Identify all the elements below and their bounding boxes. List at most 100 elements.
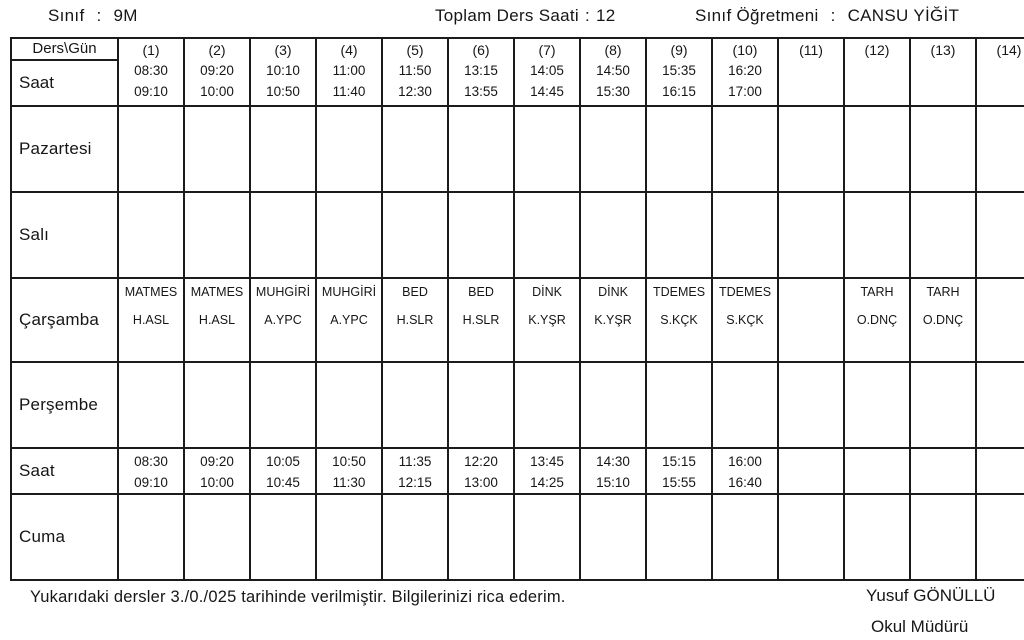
schedule-cell (119, 495, 185, 579)
corner-column: Ders\Gün Saat (12, 39, 119, 105)
schedule-cell (449, 363, 515, 447)
schedule-cell (185, 193, 251, 277)
schedule-cell (779, 449, 845, 493)
period-header-cell: (9) 15:35 16:15 (647, 39, 713, 105)
schedule-cell (515, 495, 581, 579)
day-label: Salı (12, 193, 119, 277)
class-teacher-value: CANSU YİĞİT (847, 6, 960, 25)
period-start-time: 09:20 (200, 63, 234, 78)
signature-title: Okul Müdürü (871, 617, 969, 636)
period-number: (4) (340, 42, 358, 58)
time-end: 10:00 (200, 475, 234, 490)
class-teacher-field: Sınıf Öğretmeni: CANSU YİĞİT (695, 6, 959, 26)
period-start-time: 08:30 (134, 63, 168, 78)
day-label: Pazartesi (12, 107, 119, 191)
schedule-cell: 08:30 09:10 (119, 449, 185, 493)
time-start: 12:20 (464, 454, 498, 469)
period-start-time: 11:50 (398, 63, 432, 78)
schedule-cell: DİNK K.YŞR (581, 279, 647, 361)
class-value: 9M (113, 6, 138, 25)
time-start: 10:50 (332, 454, 366, 469)
lesson-teacher: A.YPC (264, 313, 302, 327)
schedule-cell (713, 495, 779, 579)
lesson-teacher: K.YŞR (594, 313, 632, 327)
period-number: (10) (732, 42, 758, 58)
schedule-cell (845, 495, 911, 579)
schedule-cell (977, 193, 1024, 277)
schedule-cell (383, 495, 449, 579)
row-sali: Salı (12, 193, 1024, 279)
total-hours-value: 12 (596, 6, 616, 25)
row-carsamba: Çarşamba MATMES H.ASL MATMES H.ASL MUHGİRİ A.Y… (12, 279, 1024, 363)
schedule-cell (779, 495, 845, 579)
period-header-cell: (13) (911, 39, 977, 105)
schedule-cell: 16:00 16:40 (713, 449, 779, 493)
lesson-code: BED (402, 285, 428, 299)
period-number: (9) (670, 42, 688, 58)
period-header-cell: (1) 08:30 09:10 (119, 39, 185, 105)
period-end-time: 14:45 (530, 84, 564, 99)
row-cuma: Cuma (12, 495, 1024, 579)
period-header-cell: (7) 14:05 14:45 (515, 39, 581, 105)
schedule-cell (845, 107, 911, 191)
period-end-time: 12:30 (398, 84, 432, 99)
day-label: Perşembe (12, 363, 119, 447)
period-header-cell: (4) 11:00 11:40 (317, 39, 383, 105)
period-number: (6) (472, 42, 490, 58)
time-end: 16:40 (728, 475, 762, 490)
schedule-cell (581, 363, 647, 447)
time-start: 13:45 (530, 454, 564, 469)
time-end: 10:45 (266, 475, 300, 490)
schedule-cell: MATMES H.ASL (185, 279, 251, 361)
period-header-cell: (2) 09:20 10:00 (185, 39, 251, 105)
schedule-cell (515, 193, 581, 277)
schedule-cell (515, 363, 581, 447)
schedule-cell (515, 107, 581, 191)
schedule-cell: DİNK K.YŞR (515, 279, 581, 361)
period-end-time: 11:40 (332, 84, 366, 99)
lesson-teacher: O.DNÇ (922, 313, 964, 327)
period-end-time: 13:55 (464, 84, 498, 99)
period-header-cell: (12) (845, 39, 911, 105)
schedule-cell (647, 363, 713, 447)
schedule-cell (779, 363, 845, 447)
lesson-code: DİNK (532, 285, 562, 299)
time-start: 09:20 (200, 454, 234, 469)
period-number: (11) (799, 42, 823, 58)
schedule-cell (185, 495, 251, 579)
period-number: (1) (142, 42, 160, 58)
period-start-time: 10:10 (266, 63, 300, 78)
schedule-cell: 10:05 10:45 (251, 449, 317, 493)
period-start-time: 13:15 (464, 63, 498, 78)
period-header-cell: (11) (779, 39, 845, 105)
total-hours-separator: : (585, 6, 591, 25)
schedule-cell: 11:35 12:15 (383, 449, 449, 493)
schedule-cell (119, 193, 185, 277)
schedule-cell (779, 279, 845, 361)
total-hours-field: Toplam Ders Saati:12 (435, 6, 616, 26)
lesson-code: MATMES (190, 285, 244, 299)
schedule-cell (911, 107, 977, 191)
period-number: (2) (208, 42, 226, 58)
row-saat-times: Saat 08:30 09:10 09:20 10:00 10:05 10:45 10:50 1… (12, 449, 1024, 495)
schedule-cell (185, 363, 251, 447)
period-number: (8) (604, 42, 622, 58)
time-start: 10:05 (266, 454, 300, 469)
time-end: 14:25 (530, 475, 564, 490)
schedule-cell: MUHGİRİ A.YPC (251, 279, 317, 361)
schedule-cell (581, 495, 647, 579)
class-teacher-separator: : (830, 6, 836, 25)
period-number: (7) (538, 42, 556, 58)
schedule-cell (383, 363, 449, 447)
period-end-time: 09:10 (134, 84, 168, 99)
lesson-teacher: H.ASL (198, 313, 236, 327)
lesson-code: TARH (860, 285, 894, 299)
lesson-code: TARH (926, 285, 960, 299)
schedule-cell (713, 363, 779, 447)
time-end: 15:55 (662, 475, 696, 490)
period-end-time: 16:15 (662, 84, 696, 99)
period-start-time: 11:00 (332, 63, 366, 78)
lesson-teacher: H.SLR (462, 313, 500, 327)
schedule-cell (119, 363, 185, 447)
schedule-cell (647, 107, 713, 191)
